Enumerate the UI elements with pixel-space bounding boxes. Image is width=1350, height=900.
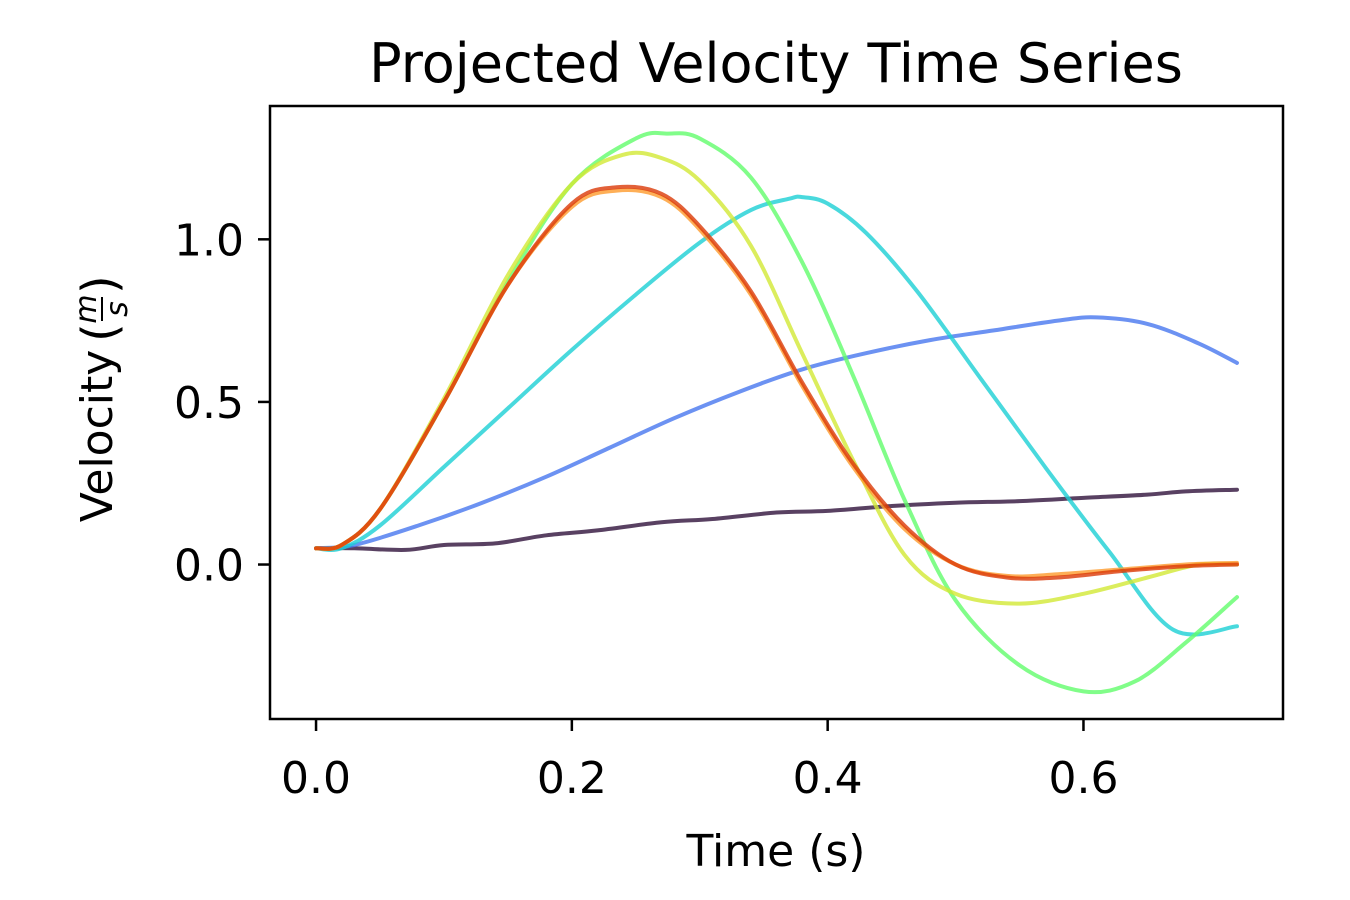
- y-tick-label: 0.0: [174, 541, 244, 592]
- y-unit-numerator: m: [69, 294, 104, 323]
- x-tick-label: 0.6: [1048, 753, 1118, 804]
- y-tick-label: 0.5: [174, 378, 244, 429]
- y-unit-open-paren: (: [72, 323, 128, 342]
- y-axis-label-group: Velocity ( m s ): [69, 275, 135, 522]
- x-tick-label: 0.4: [793, 753, 863, 804]
- series-layer: [314, 130, 1239, 695]
- series-line-2: [314, 315, 1239, 551]
- series-line-3: [314, 194, 1239, 637]
- y-tick-label: 1.0: [174, 215, 244, 266]
- y-unit-denominator: s: [100, 301, 135, 317]
- y-unit-close-paren: ): [72, 275, 128, 294]
- x-tick-label: 0.0: [281, 753, 351, 804]
- series-line-1: [314, 487, 1239, 552]
- chart-title: Projected Velocity Time Series: [369, 32, 1183, 95]
- series-line-4: [314, 130, 1239, 695]
- x-tick-label: 0.2: [537, 753, 607, 804]
- plot-frame: [268, 104, 1285, 721]
- x-axis-ticks: 0.0 0.2 0.4 0.6: [281, 719, 1118, 804]
- series-line-7: [314, 184, 1239, 581]
- y-axis-ticks: 0.0 0.5 1.0: [174, 215, 270, 592]
- x-axis-label: Time (s): [686, 826, 866, 877]
- y-axis-label: Velocity: [72, 350, 123, 523]
